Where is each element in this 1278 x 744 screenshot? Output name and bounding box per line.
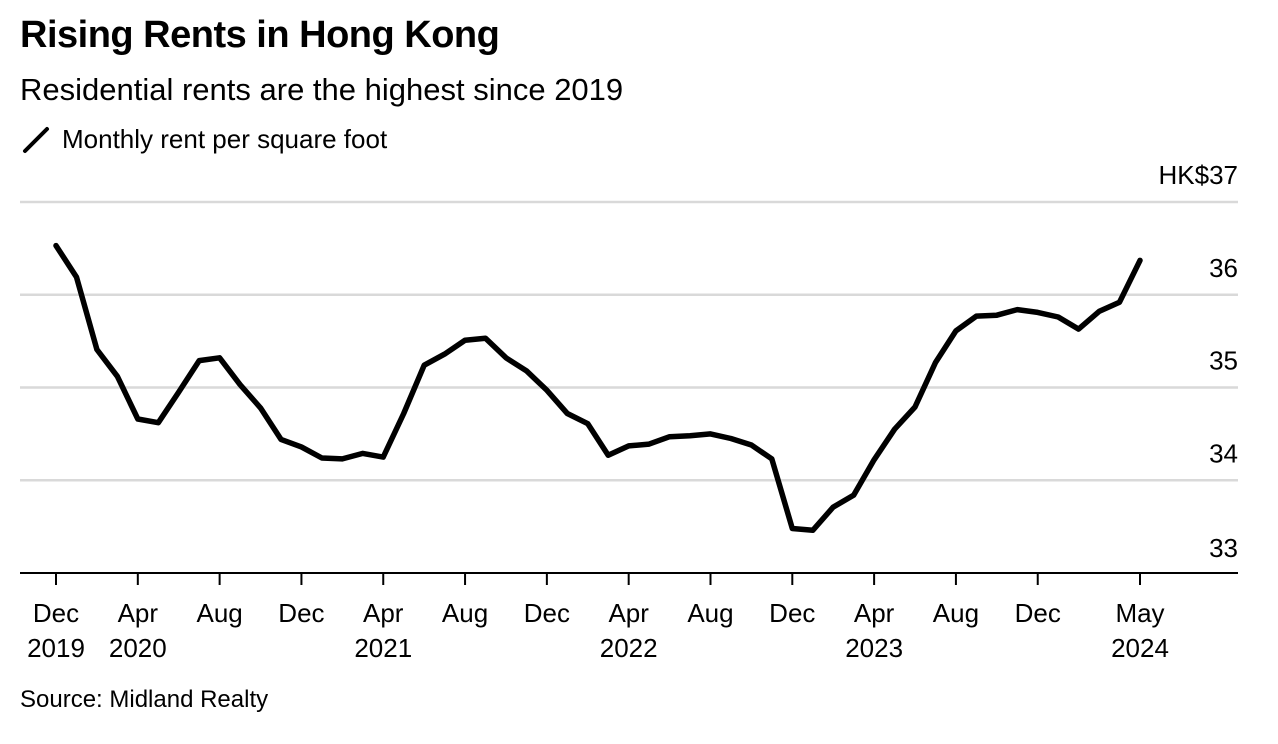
legend-line-icon — [23, 126, 49, 153]
y-tick-label: 34 — [1209, 438, 1238, 468]
x-tick-label: Dec — [278, 598, 324, 628]
x-tick-label: Apr — [854, 598, 895, 628]
chart-subtitle: Residential rents are the highest since … — [20, 72, 624, 107]
x-tick-label: Aug — [687, 598, 733, 628]
x-tick-label: Aug — [442, 598, 488, 628]
y-tick-label: 33 — [1209, 533, 1238, 563]
x-tick-label: Apr — [363, 598, 404, 628]
x-tick-label: Apr — [608, 598, 649, 628]
series-line — [53, 242, 1143, 534]
chart-title: Rising Rents in Hong Kong — [20, 14, 500, 56]
x-tick-year-label: 2023 — [845, 633, 903, 663]
y-tick-label: 35 — [1209, 346, 1238, 376]
legend: Monthly rent per square foot — [22, 124, 387, 155]
x-tick-label: Dec — [33, 598, 79, 628]
legend-label: Monthly rent per square foot — [62, 124, 388, 154]
source-note: Source: Midland Realty — [20, 686, 269, 713]
x-tick-label: Apr — [118, 598, 159, 628]
x-tick-label: May — [1115, 598, 1164, 628]
x-tick-label: Dec — [1015, 598, 1061, 628]
y-tick-label: 36 — [1209, 253, 1238, 283]
x-tick-year-label: 2022 — [600, 633, 658, 663]
x-tick-label: Dec — [524, 598, 570, 628]
x-tick-label: Aug — [933, 598, 979, 628]
x-tick-year-label: 2024 — [1111, 633, 1169, 663]
y-tick-label: HK$37 — [1159, 160, 1239, 190]
x-tick-label: Aug — [196, 598, 242, 628]
x-tick-year-label: 2020 — [109, 633, 167, 663]
x-tick-label: Dec — [769, 598, 815, 628]
x-tick-year-label: 2019 — [27, 633, 85, 663]
x-tick-year-label: 2021 — [354, 633, 412, 663]
